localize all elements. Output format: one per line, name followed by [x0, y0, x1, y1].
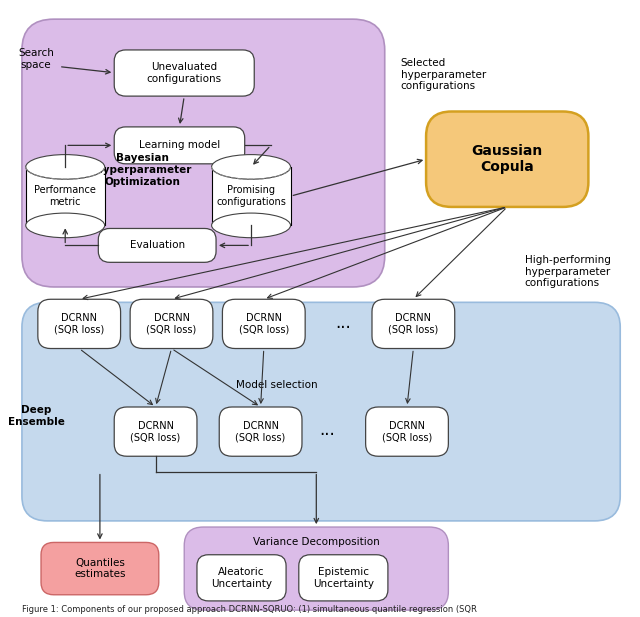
Text: Quantiles
estimates: Quantiles estimates: [74, 558, 125, 579]
Bar: [26, 167, 105, 225]
FancyBboxPatch shape: [114, 50, 254, 96]
Text: DCRNN
(SQR loss): DCRNN (SQR loss): [382, 421, 432, 442]
Text: Deep
Ensemble: Deep Ensemble: [8, 405, 65, 427]
FancyBboxPatch shape: [299, 555, 388, 601]
Text: DCRNN
(SQR loss): DCRNN (SQR loss): [147, 313, 196, 334]
FancyBboxPatch shape: [223, 299, 305, 349]
FancyBboxPatch shape: [197, 555, 286, 601]
Text: Variance Decomposition: Variance Decomposition: [253, 537, 380, 547]
Text: DCRNN
(SQR loss): DCRNN (SQR loss): [388, 313, 438, 334]
Text: Figure 1: Components of our proposed approach DCRNN-SQRUO: (1) simultaneous quan: Figure 1: Components of our proposed app…: [22, 605, 477, 615]
FancyBboxPatch shape: [38, 299, 120, 349]
Text: DCRNN
(SQR loss): DCRNN (SQR loss): [236, 421, 285, 442]
FancyBboxPatch shape: [220, 407, 302, 456]
Text: High-performing
hyperparameter
configurations: High-performing hyperparameter configura…: [525, 255, 611, 288]
Ellipse shape: [212, 155, 291, 179]
FancyBboxPatch shape: [41, 542, 159, 595]
Text: Promising
configurations: Promising configurations: [216, 185, 286, 207]
Text: Gaussian
Copula: Gaussian Copula: [472, 144, 543, 175]
FancyBboxPatch shape: [426, 112, 588, 207]
Text: Epistemic
Uncertainty: Epistemic Uncertainty: [313, 567, 374, 589]
Text: Unevaluated
configurations: Unevaluated configurations: [147, 62, 222, 84]
Bar: [212, 167, 291, 225]
Text: Aleatoric
Uncertainty: Aleatoric Uncertainty: [211, 567, 272, 589]
FancyBboxPatch shape: [372, 299, 455, 349]
FancyBboxPatch shape: [22, 19, 385, 287]
Text: DCRNN
(SQR loss): DCRNN (SQR loss): [239, 313, 289, 334]
FancyBboxPatch shape: [114, 127, 244, 164]
Text: DCRNN
(SQR loss): DCRNN (SQR loss): [54, 313, 104, 334]
Ellipse shape: [26, 155, 105, 179]
FancyBboxPatch shape: [99, 228, 216, 262]
Text: Bayesian
Hyperparameter
Optimization: Bayesian Hyperparameter Optimization: [94, 154, 191, 186]
Text: ...: ...: [319, 421, 335, 439]
Text: Evaluation: Evaluation: [130, 241, 185, 251]
FancyBboxPatch shape: [365, 407, 449, 456]
Text: Learning model: Learning model: [139, 140, 220, 151]
Text: Search
space: Search space: [18, 48, 54, 70]
Text: Selected
hyperparameter
configurations: Selected hyperparameter configurations: [401, 58, 486, 91]
Text: Model selection: Model selection: [236, 381, 317, 391]
FancyBboxPatch shape: [130, 299, 213, 349]
Ellipse shape: [212, 213, 291, 238]
Text: DCRNN
(SQR loss): DCRNN (SQR loss): [131, 421, 180, 442]
FancyBboxPatch shape: [114, 407, 197, 456]
FancyBboxPatch shape: [22, 302, 620, 521]
Ellipse shape: [26, 213, 105, 238]
FancyBboxPatch shape: [184, 527, 449, 610]
Text: ...: ...: [335, 313, 351, 332]
Text: Performance
metric: Performance metric: [35, 185, 96, 207]
